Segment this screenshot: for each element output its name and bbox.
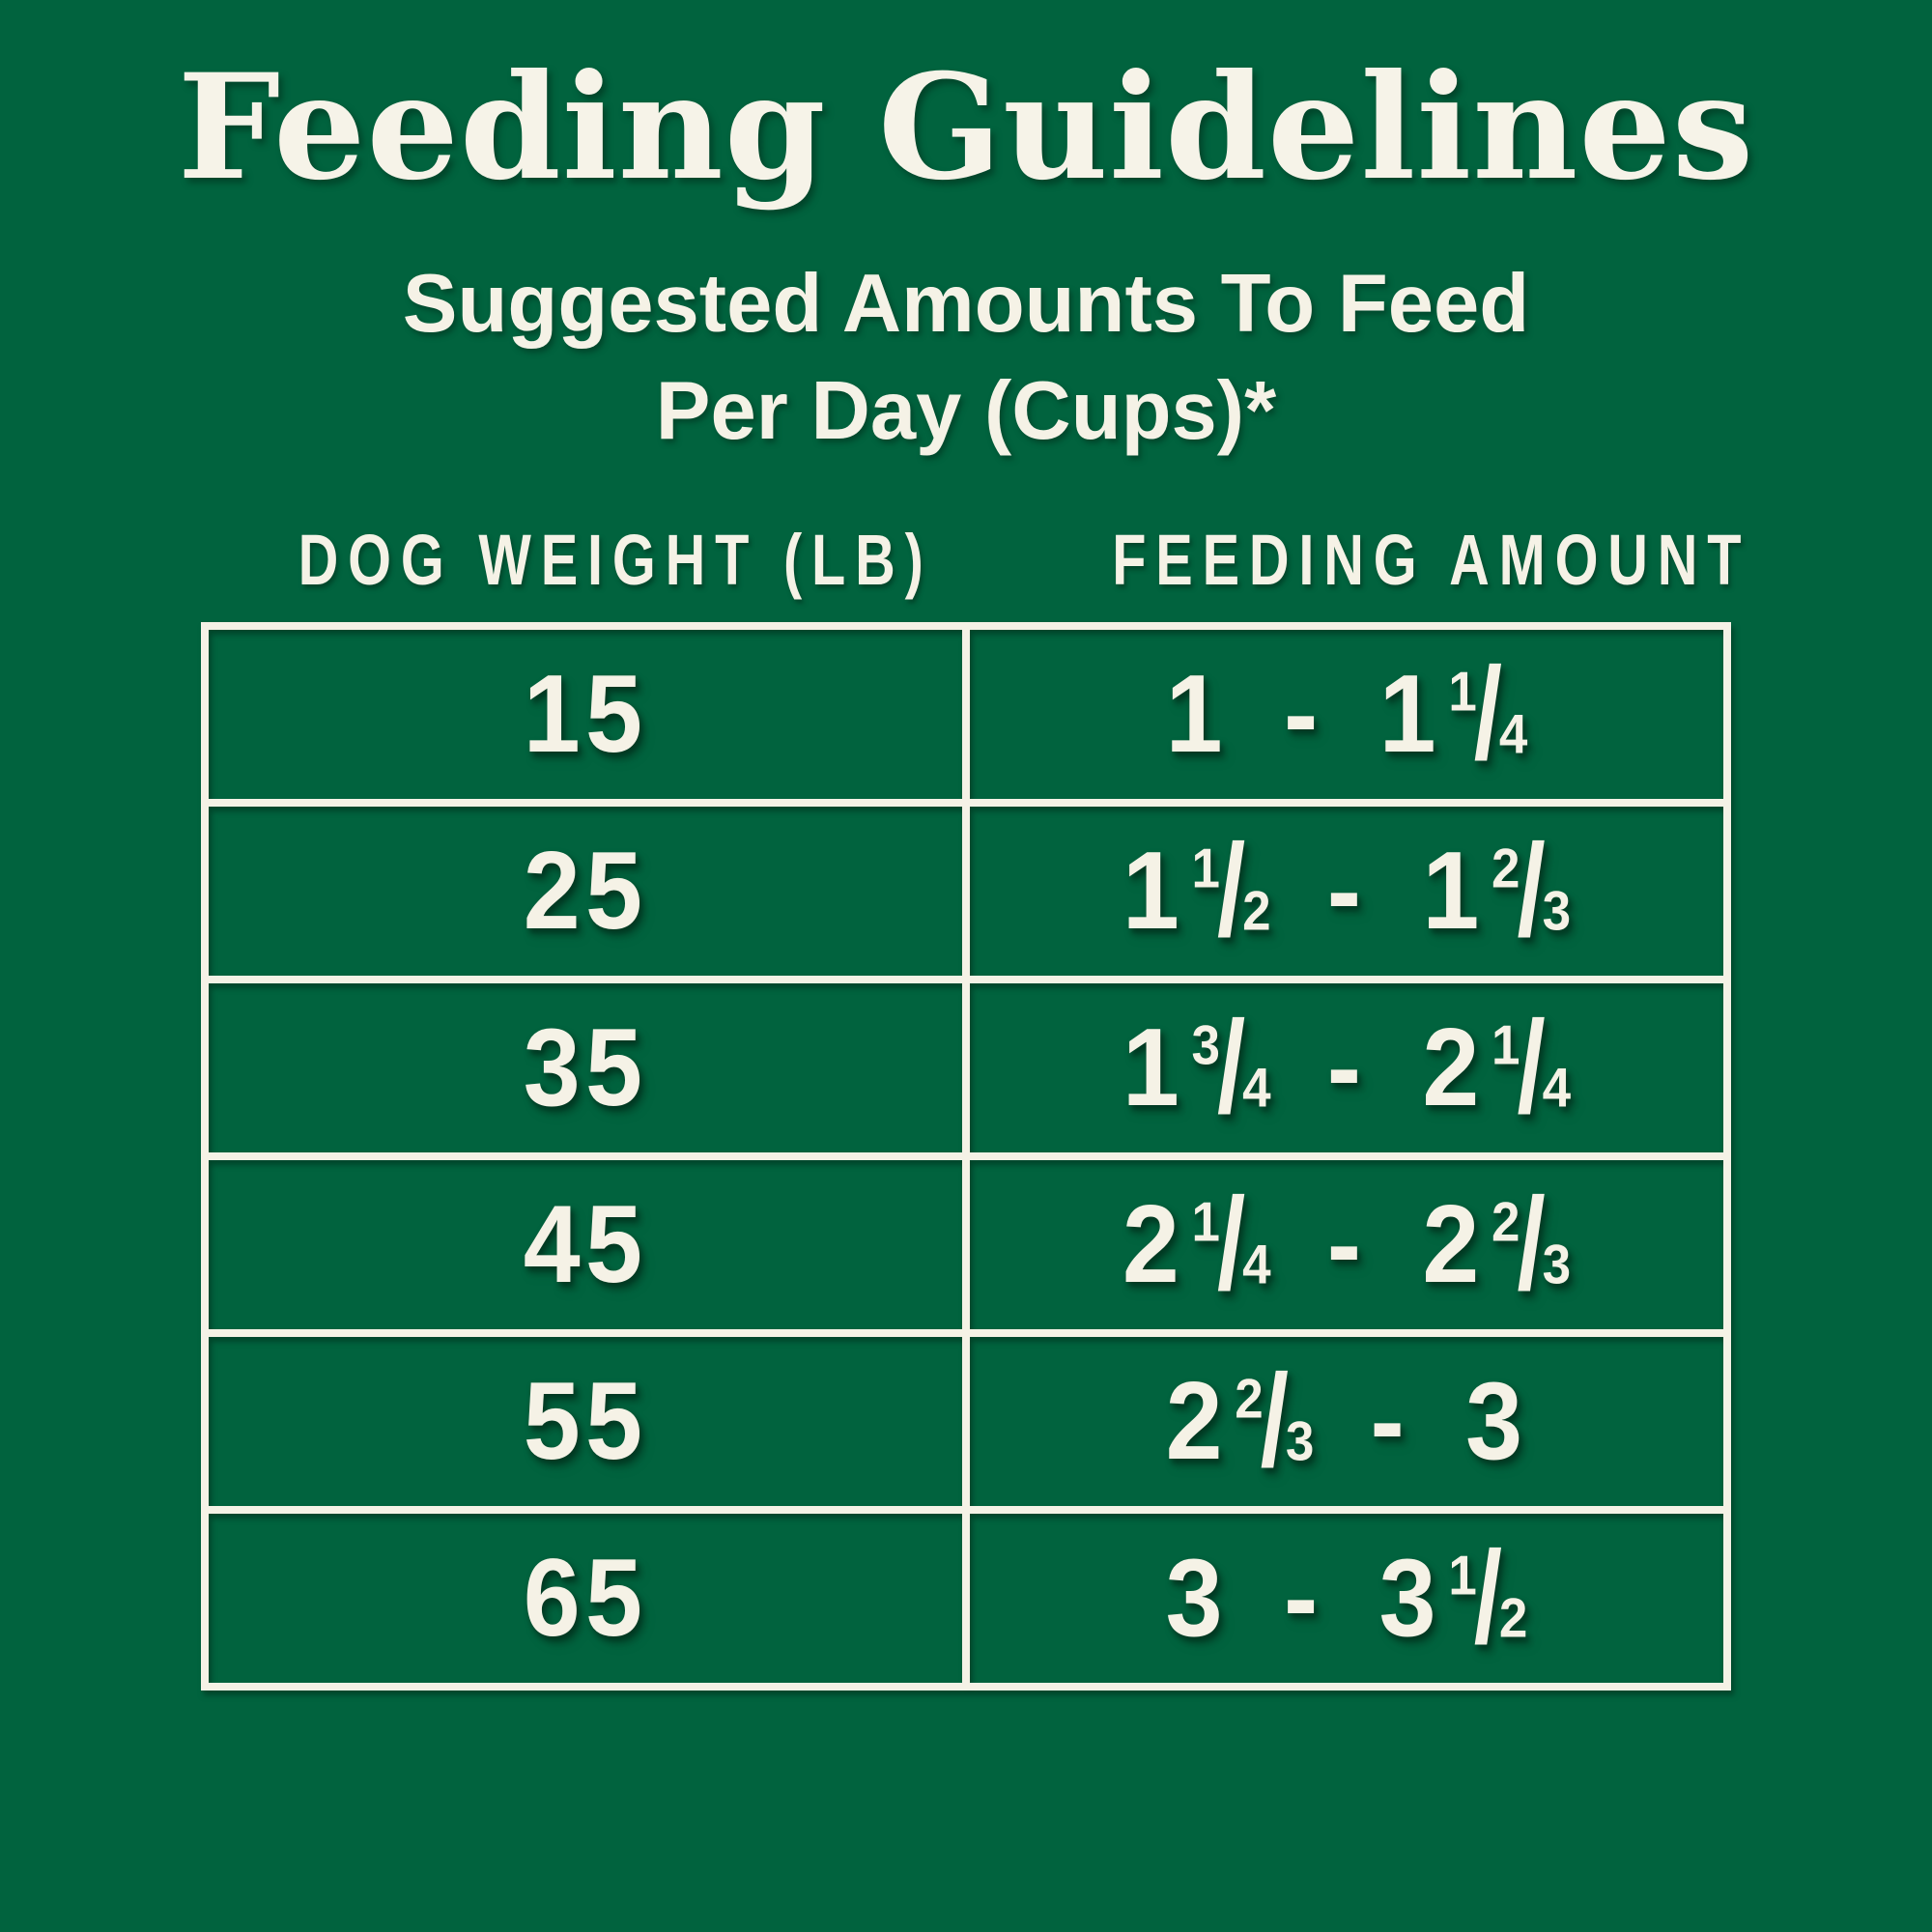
fraction: 2/3 <box>1492 817 1572 964</box>
column-header-dog-weight: DOG WEIGHT (LB) <box>298 520 933 600</box>
dog-weight-value: 35 <box>523 1006 648 1129</box>
dog-weight-value: 45 <box>523 1182 648 1306</box>
feeding-amount-cell: 2 1/4 - 2 2/3 <box>970 1160 1723 1329</box>
fraction: 1/2 <box>1191 817 1271 964</box>
page-title: Feeding Guidelines <box>177 43 1755 213</box>
column-header-feeding-amount: FEEDING AMOUNT <box>1112 520 1751 600</box>
dog-weight-value: 55 <box>523 1359 648 1483</box>
column-header-feeding-amount-cell: FEEDING AMOUNT <box>1022 519 1841 601</box>
feeding-amount-value: 1 1/2 - 1 2/3 <box>1122 817 1572 964</box>
fraction: 1/4 <box>1191 1171 1271 1318</box>
dog-weight-value: 25 <box>523 829 648 952</box>
feeding-amount-cell: 1 - 1 1/4 <box>970 630 1723 799</box>
table-row: 25 1 1/2 - 1 2/3 <box>209 799 1723 976</box>
table-row: 35 1 3/4 - 2 1/4 <box>209 976 1723 1152</box>
dog-weight-cell: 65 <box>209 1514 970 1683</box>
feeding-amount-cell: 3 - 3 1/2 <box>970 1514 1723 1683</box>
dog-weight-cell: 55 <box>209 1337 970 1506</box>
fraction: 1/4 <box>1492 994 1572 1141</box>
feeding-amount-value: 3 - 3 1/2 <box>1165 1524 1528 1671</box>
column-header-dog-weight-cell: DOG WEIGHT (LB) <box>209 519 1022 601</box>
fraction: 1/2 <box>1448 1524 1528 1671</box>
feeding-amount-value: 2 2/3 - 3 <box>1165 1348 1528 1494</box>
table-row: 65 3 - 3 1/2 <box>209 1506 1723 1683</box>
dog-weight-cell: 15 <box>209 630 970 799</box>
dog-weight-value: 15 <box>523 652 648 776</box>
dog-weight-cell: 35 <box>209 983 970 1152</box>
feeding-amount-value: 1 - 1 1/4 <box>1165 640 1528 787</box>
feeding-amount-value: 2 1/4 - 2 2/3 <box>1122 1171 1572 1318</box>
feeding-amount-cell: 1 1/2 - 1 2/3 <box>970 807 1723 976</box>
feeding-amount-cell: 1 3/4 - 2 1/4 <box>970 983 1723 1152</box>
subtitle-line-1: Suggested Amounts To Feed <box>402 258 1530 350</box>
fraction: 2/3 <box>1235 1348 1315 1494</box>
fraction: 1/4 <box>1448 640 1528 787</box>
column-headers: DOG WEIGHT (LB) FEEDING AMOUNT <box>209 519 1742 601</box>
table-row: 55 2 2/3 - 3 <box>209 1329 1723 1506</box>
dog-weight-cell: 25 <box>209 807 970 976</box>
dog-weight-cell: 45 <box>209 1160 970 1329</box>
feeding-amount-cell: 2 2/3 - 3 <box>970 1337 1723 1506</box>
table-row: 45 2 1/4 - 2 2/3 <box>209 1152 1723 1329</box>
table-row: 15 1 - 1 1/4 <box>209 630 1723 799</box>
subtitle: Suggested Amounts To Feed Per Day (Cups)… <box>0 251 1932 465</box>
feeding-table: 15 1 - 1 1/4 25 1 1/2 - 1 2/3 35 1 3/4 - 2 1/4 45 2 1… <box>201 622 1731 1690</box>
dog-weight-value: 65 <box>523 1536 648 1660</box>
feeding-amount-value: 1 3/4 - 2 1/4 <box>1122 994 1572 1141</box>
subtitle-line-2: Per Day (Cups)* <box>655 364 1277 457</box>
fraction: 3/4 <box>1191 994 1271 1141</box>
fraction: 2/3 <box>1492 1171 1572 1318</box>
